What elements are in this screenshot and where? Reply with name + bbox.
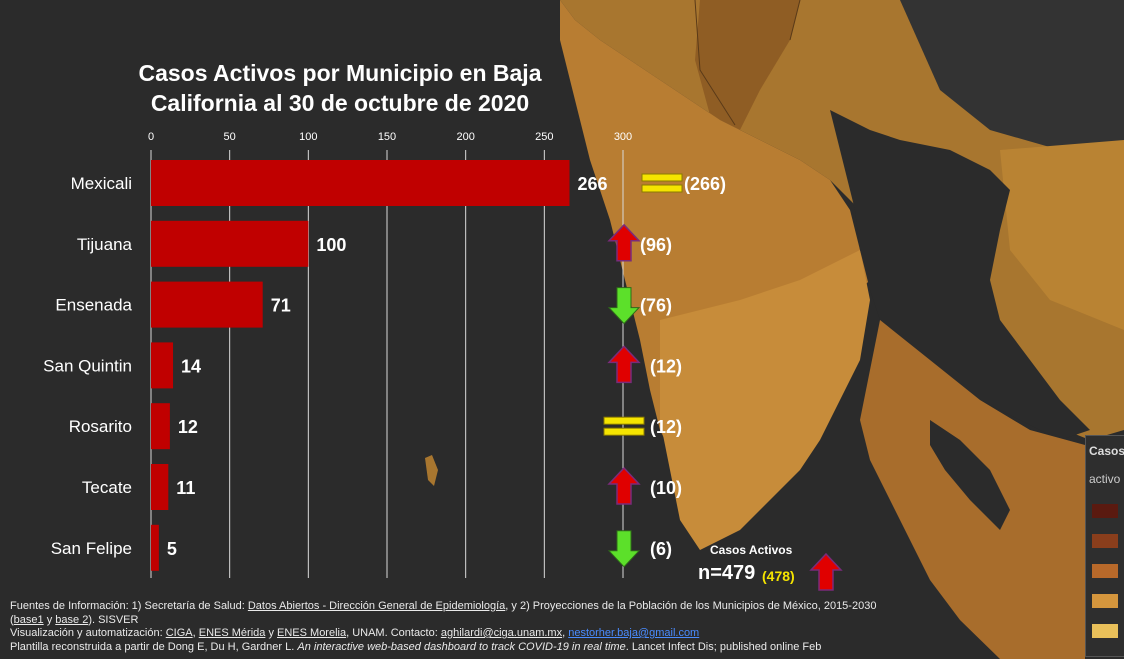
summary-previous: (478)	[762, 568, 795, 584]
up-arrow-icon	[607, 345, 641, 384]
legend-swatch	[1092, 624, 1118, 638]
equal-bar	[641, 184, 683, 193]
x-tick-label: 300	[614, 131, 632, 143]
footer-sources: Fuentes de Información: 1) Secretaría de…	[10, 600, 1080, 654]
footer-text: . Lancet Infect Dis; published online Fe…	[625, 640, 822, 653]
bar	[151, 403, 170, 450]
footer-text: , UNAM. Contacto:	[346, 627, 441, 639]
chart-title-line-1: Casos Activos por Municipio en Baja	[138, 60, 542, 86]
footer-text: Visualización y automatización:	[10, 627, 166, 639]
bar	[151, 342, 174, 389]
footer-citation-title: An interactive web-based dashboard to tr…	[297, 640, 626, 653]
footer-text: y	[265, 627, 278, 639]
footer-text: y	[43, 613, 56, 626]
equal-bar	[603, 416, 645, 425]
email-link-aghilardi[interactable]: aghilardi@ciga.unam.mx	[440, 627, 563, 639]
previous-value-label: (6)	[650, 539, 672, 559]
footer-text: Plantilla reconstruida a partir de Dong …	[10, 640, 298, 653]
footer-text: ). SISVER	[88, 613, 139, 626]
equal-bar	[641, 173, 683, 182]
x-tick-label: 50	[224, 131, 236, 143]
summary-total: n=479	[698, 562, 756, 584]
link-enes-merida[interactable]: ENES Mérida	[198, 627, 266, 639]
map-legend: Casos activo	[1085, 435, 1124, 657]
footer-text: ,	[192, 627, 199, 639]
value-label: 14	[181, 356, 201, 376]
equal-bar	[603, 427, 645, 436]
value-label: 12	[178, 417, 198, 437]
category-label: Mexicali	[71, 174, 132, 193]
category-label: Ensenada	[55, 296, 132, 315]
previous-value-label: (76)	[640, 296, 672, 316]
footer-text: ,	[562, 627, 569, 639]
x-tick-label: 0	[148, 131, 154, 143]
category-label: San Felipe	[51, 539, 132, 558]
value-label: 71	[271, 296, 291, 316]
up-arrow-icon	[607, 223, 641, 262]
legend-swatch	[1092, 594, 1118, 608]
previous-value-label: (266)	[684, 174, 726, 194]
summary-title: Casos Activos	[710, 543, 793, 557]
legend-swatch	[1092, 564, 1118, 578]
footer-line-1: Fuentes de Información: 1) Secretaría de…	[10, 600, 1080, 614]
email-link-nestorher[interactable]: nestorher.baja@gmail.com	[568, 627, 700, 639]
previous-value-label: (10)	[650, 478, 682, 498]
x-tick-label: 100	[299, 131, 317, 143]
source-link-base2[interactable]: base 2	[55, 613, 89, 626]
source-link-base1[interactable]: base1	[13, 613, 44, 626]
previous-value-label: (96)	[640, 235, 672, 255]
category-label: Rosarito	[69, 417, 132, 436]
map-island	[425, 455, 438, 486]
up-arrow-icon	[809, 552, 843, 591]
map-region-east	[900, 0, 1124, 160]
bar	[151, 220, 309, 267]
bar	[151, 160, 570, 206]
legend-subtitle: activo	[1089, 472, 1121, 486]
value-label: 5	[167, 539, 177, 559]
down-arrow-icon	[607, 287, 641, 325]
equal-sign-icon	[641, 173, 683, 193]
previous-value-label: (12)	[650, 417, 682, 437]
previous-value-label: (12)	[650, 356, 682, 376]
link-enes-morelia[interactable]: ENES Morelia	[277, 627, 347, 639]
legend-swatch	[1092, 504, 1118, 518]
footer-line-3: Visualización y automatización: CIGA, EN…	[10, 627, 1080, 641]
chart-title-line-2: California al 30 de octubre de 2020	[150, 90, 530, 116]
footer-text: (	[10, 613, 14, 626]
map-region-south	[660, 250, 870, 550]
value-label: 11	[176, 478, 195, 498]
x-tick-label: 200	[456, 131, 474, 143]
x-tick-label: 250	[535, 131, 553, 143]
footer-line-2: (base1 y base 2). SISVER	[10, 614, 1080, 628]
down-arrow-icon	[607, 530, 641, 568]
category-label: Tecate	[82, 478, 132, 497]
chart-title: Casos Activos por Municipio en Baja Cali…	[110, 58, 570, 118]
map-region-sonora-dark	[695, 0, 800, 130]
map-inner-gulf	[930, 420, 1010, 530]
bar	[151, 464, 169, 510]
value-label: 266	[578, 174, 608, 194]
legend-title: Casos	[1089, 444, 1124, 458]
equal-sign-icon	[603, 416, 645, 436]
map-region-mid	[1000, 140, 1124, 330]
footer-line-4: Plantilla reconstruida a partir de Dong …	[10, 641, 1080, 655]
legend-swatch	[1092, 534, 1118, 548]
category-label: Tijuana	[77, 235, 133, 254]
x-tick-label: 150	[378, 131, 396, 143]
bar	[151, 281, 263, 328]
footer-text: , y 2) Proyecciones de la Población de l…	[505, 600, 877, 612]
value-label: 100	[316, 235, 346, 255]
up-arrow-icon	[607, 466, 641, 505]
source-link-datos-abiertos[interactable]: Datos Abiertos - Dirección General de Ep…	[247, 600, 506, 612]
link-ciga[interactable]: CIGA	[165, 627, 193, 639]
map-gulf	[830, 110, 1090, 440]
bar	[151, 524, 159, 571]
footer-text: Fuentes de Información: 1) Secretaría de…	[10, 600, 248, 612]
category-label: San Quintin	[43, 356, 132, 375]
